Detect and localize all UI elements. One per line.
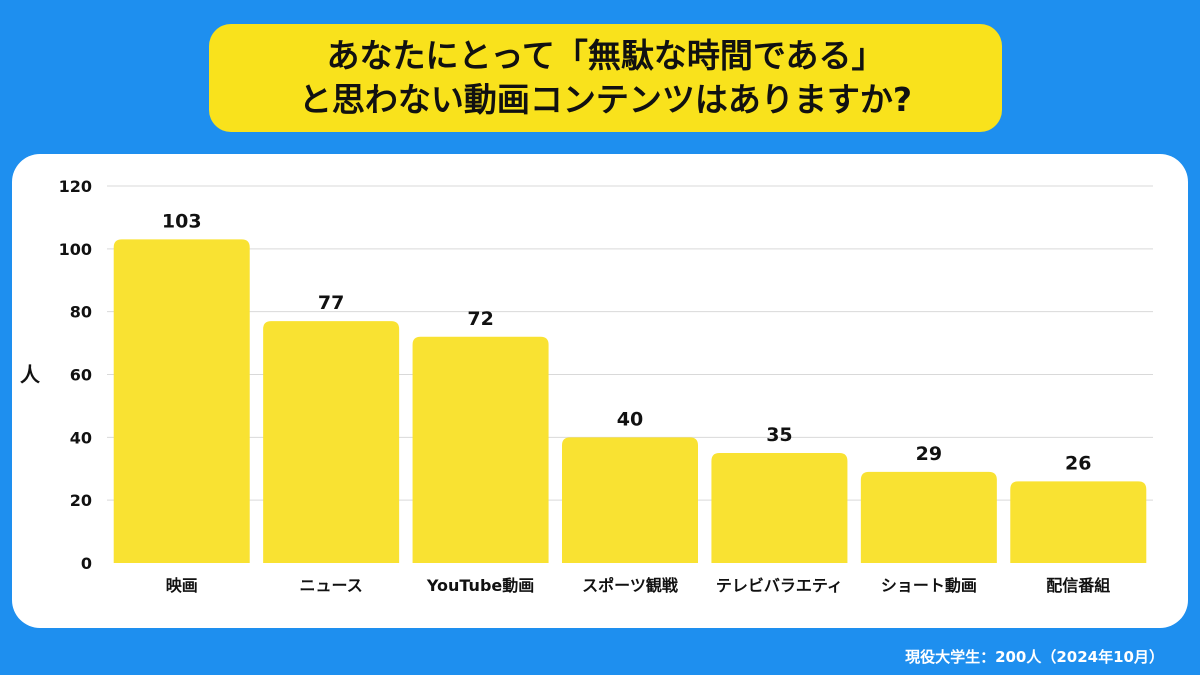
bar [263, 321, 400, 563]
bar [412, 336, 549, 563]
bar [113, 239, 250, 563]
source-note: 現役大学生：200人（2024年10月） [905, 648, 1164, 666]
title-box: あなたにとって「無駄な時間である」 と思わない動画コンテンツはありますか? [209, 24, 1002, 132]
bar [860, 471, 997, 563]
y-tick-label: 120 [59, 177, 92, 196]
y-tick-label: 40 [70, 428, 92, 447]
y-axis-label: 人 [20, 363, 41, 387]
bar [562, 437, 698, 563]
x-tick-label: 配信番組 [1046, 576, 1110, 595]
data-label: 72 [467, 308, 493, 330]
data-label: 29 [916, 443, 942, 465]
y-tick-label: 60 [70, 366, 92, 385]
x-tick-label: テレビバラエティ [716, 576, 843, 595]
chart-card: 0 20 40 60 80 100 120 人 103 映画 77 ニュース 72 YouTube動画 40… [12, 154, 1188, 628]
y-tick-label: 100 [59, 240, 92, 259]
x-tick-label: ショート動画 [881, 576, 977, 595]
chart-title-line-2: と思わない動画コンテンツはありますか? [298, 80, 913, 119]
chart-title-line-1: あなたにとって「無駄な時間である」 [326, 36, 885, 75]
bar [711, 453, 848, 563]
bar-chart: 0 20 40 60 80 100 120 人 103 映画 77 ニュース 72 YouTube動画 40… [20, 177, 1153, 595]
data-label: 35 [766, 424, 792, 446]
x-tick-label: スポーツ観戦 [582, 576, 679, 595]
x-tick-label: 映画 [166, 576, 198, 595]
x-tick-label: YouTube動画 [426, 576, 534, 595]
y-tick-label: 0 [81, 554, 92, 573]
data-label: 103 [162, 210, 202, 232]
bar [1010, 481, 1147, 563]
y-tick-label: 80 [70, 303, 92, 322]
x-tick-label: ニュース [300, 576, 363, 595]
y-tick-label: 20 [70, 491, 92, 510]
data-label: 40 [617, 408, 643, 430]
data-label: 26 [1065, 452, 1091, 474]
data-label: 77 [318, 292, 344, 314]
